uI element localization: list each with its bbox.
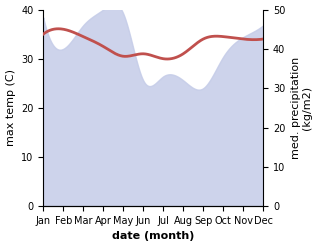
X-axis label: date (month): date (month): [112, 231, 194, 242]
Y-axis label: med. precipitation
(kg/m2): med. precipitation (kg/m2): [291, 57, 313, 159]
Y-axis label: max temp (C): max temp (C): [5, 69, 16, 146]
